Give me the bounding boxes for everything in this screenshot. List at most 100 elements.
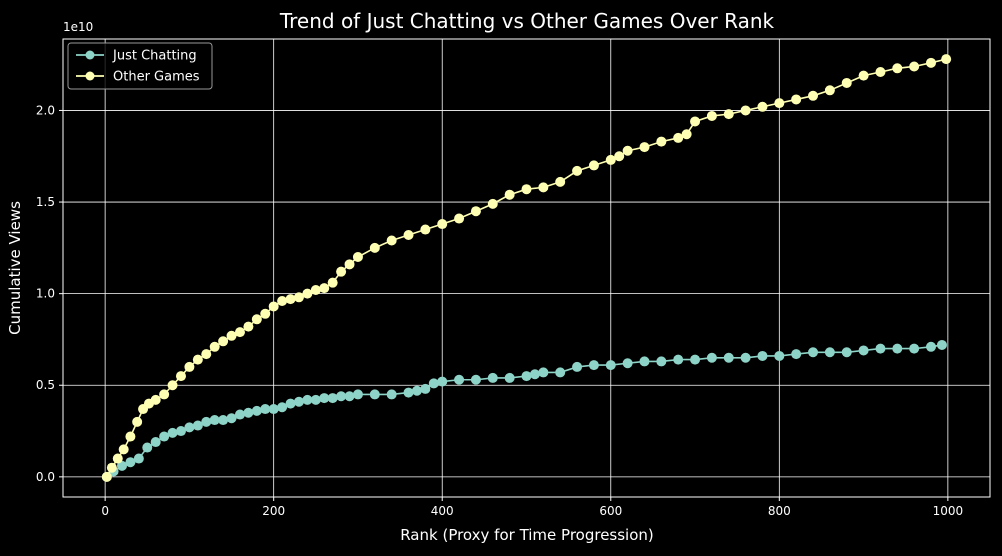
data-point-just-chatting (192, 420, 203, 431)
data-point-other-games (572, 165, 583, 176)
series-line-other-games (106, 58, 947, 478)
data-point-just-chatting (673, 354, 684, 365)
data-point-just-chatting (310, 394, 321, 405)
data-point-just-chatting (260, 404, 271, 415)
data-point-other-games (892, 63, 903, 74)
data-point-other-games (243, 321, 254, 332)
data-point-other-games (277, 295, 288, 306)
data-point-just-chatting (116, 460, 127, 471)
chart-title: Trend of Just Chatting vs Other Games Ov… (279, 9, 775, 33)
data-point-just-chatting (639, 356, 650, 367)
data-point-other-games (588, 160, 599, 171)
data-point-other-games (260, 308, 271, 319)
x-tick-label: 400 (431, 504, 454, 518)
data-point-other-games (941, 54, 952, 65)
data-point-other-games (118, 444, 129, 455)
data-point-just-chatting (327, 393, 338, 404)
data-point-just-chatting (690, 354, 701, 365)
data-point-other-games (201, 349, 212, 360)
legend-label-other-games: Other Games (113, 70, 200, 85)
data-point-other-games (808, 90, 819, 101)
data-point-other-games (504, 189, 515, 200)
data-point-just-chatting (470, 374, 481, 385)
data-point-other-games (192, 354, 203, 365)
x-axis-label: Rank (Proxy for Time Progression) (400, 526, 654, 544)
data-point-just-chatting (251, 405, 262, 416)
data-point-just-chatting (411, 385, 422, 396)
series-other-games (101, 54, 952, 482)
data-point-just-chatting (858, 345, 869, 356)
data-point-other-games (106, 462, 117, 473)
grid (63, 39, 990, 497)
data-point-just-chatting (841, 347, 852, 358)
data-point-other-games (112, 453, 123, 464)
data-point-just-chatting (175, 426, 186, 437)
data-point-just-chatting (504, 372, 515, 383)
data-point-just-chatting (234, 409, 245, 420)
data-point-other-games (681, 129, 692, 140)
data-point-other-games (454, 213, 465, 224)
data-point-other-games (344, 259, 355, 270)
data-point-other-games (841, 77, 852, 88)
ticks: 0 200 400 600 800 1000 0.0 0.5 1.0 1.5 2.0 (36, 103, 963, 518)
x-tick-label: 0 (101, 504, 109, 518)
data-point-other-games (614, 151, 625, 162)
data-point-other-games (167, 380, 178, 391)
data-point-other-games (555, 176, 566, 187)
data-point-other-games (605, 154, 616, 165)
data-point-other-games (791, 94, 802, 105)
data-point-other-games (858, 70, 869, 81)
data-point-just-chatting (555, 367, 566, 378)
data-point-just-chatting (352, 389, 363, 400)
data-point-just-chatting (201, 416, 212, 427)
data-point-other-games (293, 292, 304, 303)
data-point-just-chatting (386, 389, 397, 400)
data-point-other-games (386, 235, 397, 246)
data-point-other-games (175, 371, 186, 382)
data-point-just-chatting (403, 387, 414, 398)
data-point-other-games (352, 252, 363, 263)
data-point-just-chatting (285, 398, 296, 409)
y-offset-text: 1e10 (63, 20, 93, 34)
data-point-just-chatting (521, 371, 532, 382)
data-point-other-games (437, 219, 448, 230)
data-point-other-games (538, 182, 549, 193)
data-point-other-games (218, 336, 229, 347)
y-tick-label: 1.5 (36, 195, 55, 209)
data-point-other-games (420, 224, 431, 235)
data-point-just-chatting (605, 360, 616, 371)
data-point-other-games (824, 85, 835, 96)
data-point-other-games (310, 284, 321, 295)
data-point-just-chatting (437, 376, 448, 387)
legend-label-just-chatting: Just Chatting (112, 49, 197, 64)
x-tick-label: 800 (768, 504, 791, 518)
data-point-just-chatting (319, 393, 330, 404)
data-point-other-games (723, 109, 734, 120)
y-tick-label: 1.0 (36, 287, 55, 301)
plot-frame (62, 38, 991, 498)
data-point-just-chatting (936, 339, 947, 350)
data-point-other-games (209, 341, 220, 352)
data-point-just-chatting (487, 372, 498, 383)
x-tick-label: 600 (599, 504, 622, 518)
data-point-other-games (234, 327, 245, 338)
data-point-just-chatting (184, 422, 195, 433)
data-point-just-chatting (268, 404, 279, 415)
data-point-just-chatting (159, 431, 170, 442)
data-point-just-chatting (420, 383, 431, 394)
data-point-other-games (336, 266, 347, 277)
data-point-just-chatting (538, 367, 549, 378)
series-line-just-chatting (106, 344, 943, 478)
data-point-just-chatting (167, 427, 178, 438)
data-point-just-chatting (588, 360, 599, 371)
data-point-other-games (285, 294, 296, 305)
data-point-just-chatting (723, 352, 734, 363)
data-point-other-games (470, 206, 481, 217)
data-point-other-games (226, 330, 237, 341)
data-point-just-chatting (428, 378, 439, 389)
data-point-other-games (369, 242, 380, 253)
data-point-just-chatting (293, 396, 304, 407)
data-point-other-games (150, 394, 161, 405)
data-point-other-games (909, 61, 920, 72)
